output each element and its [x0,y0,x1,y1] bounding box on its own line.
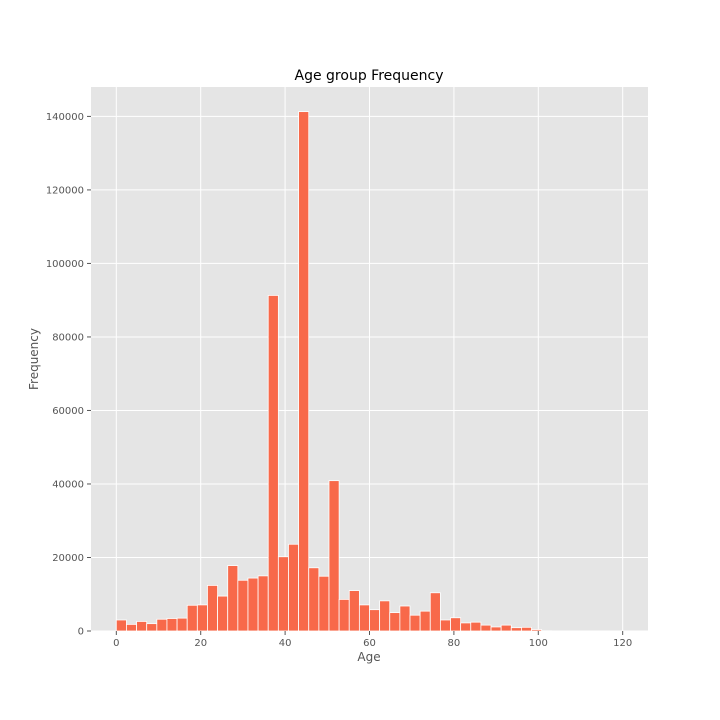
y-tick-label: 60000 [52,406,84,417]
histogram-bar [156,618,168,632]
histogram-bar [227,565,239,632]
histogram-bar [217,595,229,632]
histogram-bar [450,617,462,632]
histogram-bar [207,585,218,632]
histogram-bar [308,567,320,632]
histogram-bar [176,617,188,632]
histogram-bar [379,600,391,632]
y-tick-label: 120000 [46,185,84,196]
histogram-bar [257,575,269,632]
histogram-bar [358,604,370,632]
y-tick-label: 0 [78,627,84,638]
y-tick-label: 100000 [46,259,84,270]
histogram-bar [460,622,472,632]
histogram-bar [298,111,310,632]
histogram-bar [166,618,178,632]
histogram-bar [399,605,411,632]
histogram-bar [369,609,381,632]
histogram-bar [490,626,502,632]
histogram-bar [419,610,431,632]
x-tick-label: 60 [363,638,376,649]
histogram-bar [247,577,259,632]
histogram-bar [267,295,279,632]
histogram-bar [328,480,340,632]
histogram-bar [318,575,330,632]
histogram-bar [196,604,208,632]
histogram-bar [288,543,300,632]
y-tick-label: 40000 [52,479,84,490]
y-axis-ticks: 0 20000 40000 60000 80000 100000 120000 140000 [46,112,91,638]
histogram-bar [338,598,350,632]
histogram-bar [136,621,148,632]
histogram-bar [186,604,198,632]
histogram-bar [470,621,482,632]
x-tick-label: 120 [613,638,632,649]
x-tick-label: 40 [279,638,292,649]
histogram-bar [277,556,289,632]
chart-title: Age group Frequency [295,68,444,84]
histogram-bar [510,627,522,632]
x-axis-ticks: 0 20 40 60 80 100 120 [113,631,632,649]
histogram-bar [480,624,492,632]
histogram-bar [500,624,512,632]
x-tick-label: 80 [448,638,461,649]
x-axis-label: Age [357,650,380,664]
x-tick-label: 100 [529,638,548,649]
histogram-bar [389,612,401,632]
histogram-bar [115,619,127,632]
y-tick-label: 140000 [46,112,84,123]
histogram-bar [429,592,441,632]
histogram-bar [439,619,451,632]
bars [115,111,624,632]
x-tick-label: 20 [194,638,207,649]
y-tick-label: 20000 [52,553,84,564]
y-tick-label: 80000 [52,332,84,343]
histogram-bar [521,626,532,632]
histogram-bar [348,590,360,632]
histogram-bar [146,623,158,632]
histogram-bar [126,623,137,632]
histogram-bar [531,629,543,632]
y-axis-label: Frequency [27,328,41,390]
histogram-bar [409,614,421,632]
histogram-bar [237,579,249,632]
x-tick-label: 0 [113,638,119,649]
